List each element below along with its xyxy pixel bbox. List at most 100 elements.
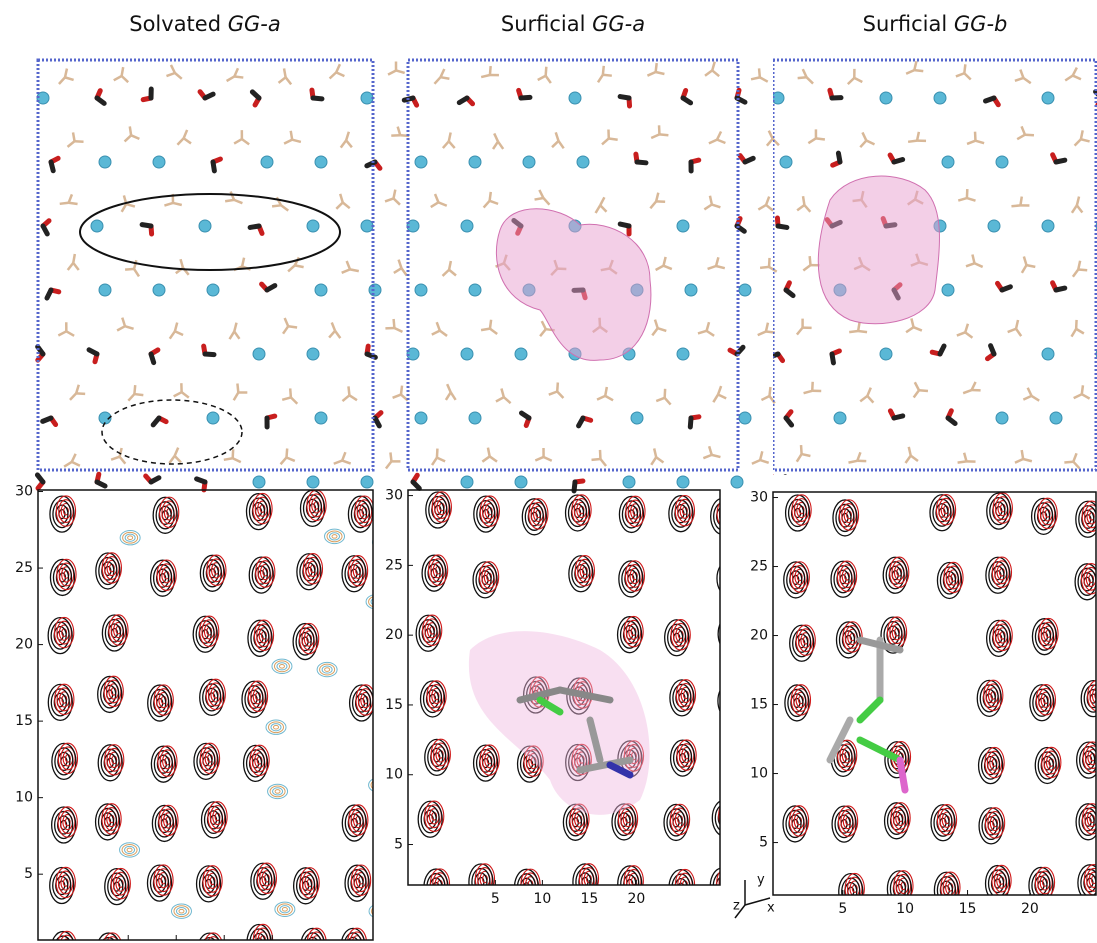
branch — [707, 322, 709, 331]
branch — [546, 76, 551, 83]
ion — [631, 412, 643, 424]
branch — [658, 328, 667, 331]
branch — [347, 261, 350, 269]
contour — [729, 623, 739, 638]
stick — [778, 226, 787, 227]
branch — [73, 263, 78, 270]
ion — [577, 156, 589, 168]
contour — [575, 935, 589, 943]
branch — [906, 327, 913, 332]
ion — [253, 348, 265, 360]
branch — [1008, 329, 1016, 332]
contour — [474, 924, 498, 943]
branch — [334, 461, 342, 464]
branch — [332, 322, 335, 330]
ion — [315, 412, 327, 424]
branch — [346, 140, 352, 147]
branch — [1078, 270, 1087, 271]
branch — [171, 65, 175, 73]
branch — [130, 126, 131, 135]
branch — [807, 77, 813, 83]
branch — [482, 456, 489, 461]
branch — [767, 139, 773, 146]
y-tick-label: 25 — [15, 560, 33, 576]
title-text: Solvated — [129, 12, 221, 36]
contour-panel — [783, 493, 1097, 943]
contour — [724, 683, 743, 713]
branch — [431, 202, 439, 207]
contour — [727, 619, 741, 642]
branch — [906, 70, 914, 74]
branch — [396, 70, 405, 72]
branch — [166, 73, 174, 76]
branch — [398, 127, 401, 136]
contour — [1084, 929, 1097, 943]
title-italic: GG-a — [592, 12, 645, 36]
branch — [388, 70, 396, 74]
branch — [849, 331, 858, 332]
branch — [122, 204, 127, 212]
ion — [1042, 220, 1054, 232]
ion — [523, 156, 535, 168]
ion — [199, 220, 211, 232]
branch — [343, 203, 350, 209]
ion — [369, 284, 381, 296]
surface — [469, 631, 650, 815]
branch — [867, 396, 873, 403]
branch — [111, 457, 120, 460]
branch — [1075, 139, 1081, 145]
branch — [341, 140, 346, 147]
stick — [521, 413, 529, 418]
title-italic: GG-a — [228, 12, 281, 36]
molecule — [860, 700, 880, 720]
ion — [361, 92, 373, 104]
branch — [234, 76, 243, 77]
contour — [380, 540, 385, 544]
contour — [724, 510, 729, 518]
stick — [683, 98, 691, 103]
branch — [654, 448, 656, 457]
branch — [656, 266, 664, 270]
branch — [808, 138, 816, 143]
branch — [438, 202, 446, 205]
contour — [724, 934, 736, 943]
branch — [760, 267, 769, 268]
contour — [1086, 933, 1097, 943]
branch — [288, 265, 295, 271]
branch — [752, 460, 760, 464]
branch — [134, 385, 135, 394]
stick — [880, 482, 886, 489]
contour — [1089, 937, 1097, 943]
branch — [493, 142, 498, 150]
branch — [1020, 197, 1021, 206]
contour — [675, 937, 680, 943]
stick — [142, 225, 151, 226]
branch — [816, 138, 825, 139]
contour — [732, 694, 737, 702]
branch — [128, 394, 134, 401]
branch — [233, 458, 241, 462]
contour — [376, 783, 381, 787]
stick — [89, 350, 97, 354]
branch — [449, 261, 451, 270]
contour — [721, 814, 727, 823]
branch — [60, 203, 69, 204]
branch — [169, 456, 174, 463]
y-tick-label: 5 — [24, 866, 33, 882]
branch — [963, 390, 971, 393]
branch — [291, 131, 292, 140]
contour — [723, 560, 742, 590]
ion — [461, 348, 473, 360]
panel-title: Solvated GG-a — [129, 12, 280, 36]
branch — [134, 269, 139, 277]
ion — [99, 284, 111, 296]
y-tick-label: 15 — [15, 713, 33, 729]
branch — [346, 132, 349, 141]
x-tick-label: 15 — [959, 901, 977, 917]
branch — [546, 67, 547, 76]
contour — [731, 572, 736, 580]
contour — [724, 879, 729, 887]
stick — [252, 92, 259, 98]
branch — [272, 205, 281, 206]
contour — [279, 664, 284, 668]
